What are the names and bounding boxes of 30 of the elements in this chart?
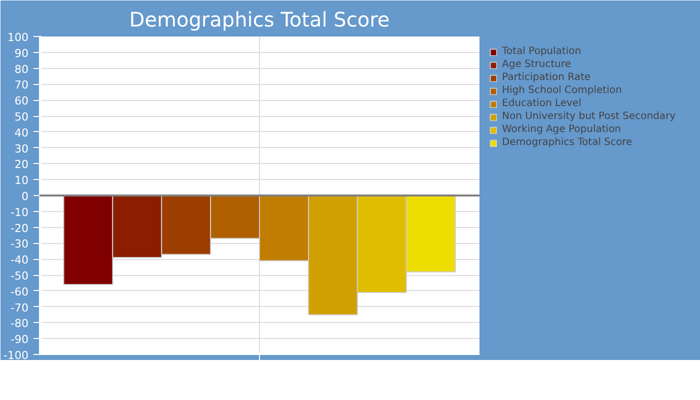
legend-label: Working Age Population bbox=[502, 124, 622, 135]
y-tick-label: 90 bbox=[14, 46, 29, 60]
y-tick-label: -30 bbox=[10, 238, 28, 251]
y-tick-label: -50 bbox=[10, 270, 28, 282]
legend-label: Education Level bbox=[502, 98, 582, 109]
chart-title: Demographics Total Score bbox=[129, 8, 390, 32]
y-tick-label: -80 bbox=[10, 317, 28, 330]
legend-label: Demographics Total Score bbox=[502, 137, 632, 148]
legend-label: Non University but Post Secondary bbox=[502, 111, 676, 122]
y-tick-label: 80 bbox=[14, 62, 29, 76]
y-tick-label: -20 bbox=[10, 222, 28, 235]
y-tick-label: -90 bbox=[10, 333, 28, 346]
y-tick-label: -100 bbox=[4, 349, 29, 362]
y-tick-label: -10 bbox=[10, 206, 28, 219]
y-tick-label: -70 bbox=[10, 301, 28, 314]
legend-label: High School Completion bbox=[502, 85, 622, 96]
y-tick-label: 10 bbox=[14, 174, 29, 188]
y-tick-label: 20 bbox=[14, 158, 29, 172]
legend-label: Participation Rate bbox=[502, 72, 591, 83]
y-tick-label: 40 bbox=[14, 126, 29, 140]
y-tick-label: 70 bbox=[14, 78, 29, 92]
y-tick-label: 0 bbox=[22, 190, 28, 203]
y-tick-label: 100 bbox=[8, 31, 29, 44]
y-tick-label: 30 bbox=[14, 142, 29, 156]
legend-label: Age Structure bbox=[502, 59, 572, 70]
legend-label: Total Population bbox=[502, 46, 582, 57]
y-tick-label: -40 bbox=[10, 254, 28, 267]
y-tick-label: 60 bbox=[14, 94, 29, 108]
y-tick-label: -60 bbox=[10, 285, 28, 298]
y-tick-label: 50 bbox=[14, 110, 29, 124]
